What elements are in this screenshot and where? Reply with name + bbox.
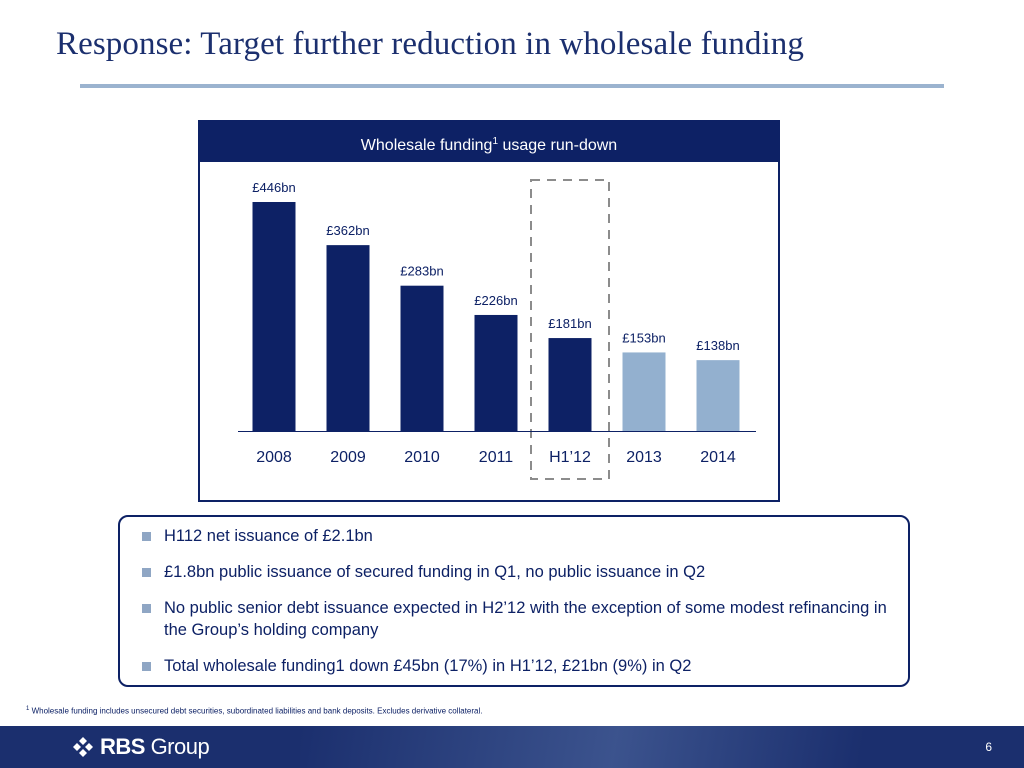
x-tick-label: 2013 [626, 449, 662, 466]
footnote-text: Wholesale funding includes unsecured deb… [29, 706, 483, 716]
key-point-item: No public senior debt issuance expected … [140, 597, 888, 641]
chart-title-main: Wholesale funding [360, 137, 493, 154]
highlight-dashed-box [530, 179, 610, 480]
key-point-item: £1.8bn public issuance of secured fundin… [140, 561, 888, 583]
x-tick-label: 2009 [330, 449, 366, 466]
logo-group: Group [144, 734, 210, 759]
chart-title: Wholesale funding1 usage run-down [200, 122, 778, 162]
logo-text: RBS Group [100, 734, 210, 760]
x-tick-label: 2014 [700, 449, 736, 466]
bar-2013 [622, 352, 666, 431]
title-underline [80, 84, 944, 88]
data-label: £226bn [474, 293, 517, 308]
data-label: £362bn [326, 223, 369, 238]
footer-bar: RBS Group 6 [0, 726, 1024, 768]
key-point-item: H112 net issuance of £2.1bn [140, 525, 888, 547]
data-label: £153bn [622, 330, 665, 345]
logo-rbs: RBS [100, 734, 145, 759]
x-tick-label: 2011 [479, 449, 514, 466]
rbs-logo: RBS Group [72, 734, 210, 760]
x-tick-label: H1’12 [549, 449, 591, 466]
key-point-text: £1.8bn public issuance of secured fundin… [164, 563, 706, 581]
data-label: £283bn [400, 264, 443, 279]
page-title: Response: Target further reduction in wh… [56, 26, 804, 62]
data-label: £181bn [548, 316, 591, 331]
x-tick-label: 2008 [256, 449, 292, 466]
bar-H1’12 [548, 338, 592, 431]
footnote: 1 Wholesale funding includes unsecured d… [26, 706, 483, 716]
bullet-square-icon [142, 568, 151, 577]
bullet-square-icon [142, 604, 151, 613]
key-points-box: H112 net issuance of £2.1bn £1.8bn publi… [118, 515, 910, 687]
bar-chart: £446bn 2008 £362bn 2009 £283bn 2010 £226bn 2011… [238, 179, 756, 480]
bar-2008 [252, 202, 296, 431]
key-point-text: Total wholesale funding1 down £45bn (17%… [164, 657, 692, 675]
rbs-daisy-wheel-icon [73, 737, 93, 757]
page-number: 6 [985, 740, 992, 754]
footer-decoration [300, 726, 1000, 768]
key-point-text: H112 net issuance of £2.1bn [164, 527, 373, 545]
bar-2014 [696, 360, 740, 431]
key-point-item: Total wholesale funding1 down £45bn (17%… [140, 655, 888, 677]
chart-title-suffix: usage run-down [498, 137, 618, 154]
bar-2009 [326, 245, 370, 431]
data-label: £138bn [696, 338, 739, 353]
chart-title-footnote-ref: 1 [492, 136, 498, 147]
bar-2010 [400, 285, 444, 431]
data-label: £446bn [252, 180, 295, 195]
bullet-square-icon [142, 532, 151, 541]
x-tick-label: 2010 [404, 449, 440, 466]
footnote-marker: 1 [26, 706, 30, 712]
bullet-square-icon [142, 662, 151, 671]
key-points-list: H112 net issuance of £2.1bn £1.8bn publi… [140, 525, 888, 691]
key-point-text: No public senior debt issuance expected … [164, 599, 887, 639]
bar-2011 [474, 314, 518, 431]
